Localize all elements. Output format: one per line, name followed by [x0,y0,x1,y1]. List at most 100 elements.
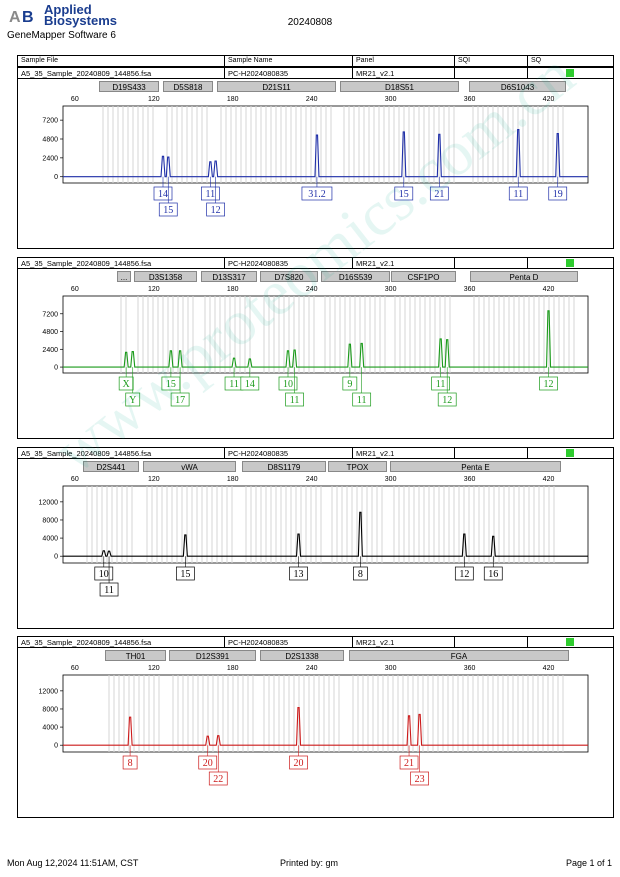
locus-marker[interactable]: D16S539 [321,271,390,282]
allele-call-box [399,755,419,770]
allele-call-box [176,566,195,581]
col-sq: SQ [531,57,542,64]
page-number: Page 1 of 1 [566,858,613,868]
allele-call-box [437,392,457,407]
sq-status-indicator [566,69,574,77]
sample-panel: A5_35_Sample_20240809_144856.fsa PC-H2024… [17,257,614,439]
sq-status-indicator [566,449,574,457]
allele-call-box [201,186,220,201]
allele-call-label: 9 [347,379,352,390]
allele-call-label: 20 [203,758,213,769]
allele-call-label: 12 [211,205,221,216]
allele-call-box [483,566,503,581]
allele-call-label: 14 [158,189,168,200]
y-tick-label: 0 [54,743,58,750]
allele-call-box [122,755,138,770]
locus-marker[interactable]: D3S1358 [134,271,197,282]
software-name: GeneMapper Software 6 [7,30,116,41]
x-tick-label: 180 [226,665,239,672]
locus-marker[interactable]: FGA [349,650,569,661]
locus-marker[interactable]: Penta D [470,271,578,282]
allele-call-label: 21 [434,189,444,200]
allele-call-label: 11 [290,395,300,406]
sample-info-row: A5_35_Sample_20240809_144856.fsa PC-H2024… [18,258,613,269]
locus-marker[interactable]: D18S51 [340,81,459,92]
locus-marker[interactable]: D2S441 [83,461,139,472]
locus-marker[interactable]: D19S433 [99,81,159,92]
x-tick-label: 240 [305,476,318,483]
electropherogram-plot: 0 2400 4800 7200 XY 15 17 11 14 10 11 9 11 11 12 12 [42,295,589,407]
allele-call-label: 12 [442,395,452,406]
allele-call-box [508,186,528,201]
locus-marker[interactable]: D2S1338 [260,650,344,661]
col-panel: Panel [356,57,374,64]
signal-trace [63,707,588,746]
locus-marker[interactable]: ... [117,271,131,282]
sq-status-indicator [566,259,574,267]
allele-call-box [206,202,225,217]
allele-call-label: 17 [175,395,185,406]
company-line2: Biosystems [44,13,117,28]
allele-call-box [352,392,372,407]
allele-call-label: 10 [99,569,109,580]
allele-call-box [285,392,304,407]
x-tick-label: 240 [305,96,318,103]
allele-call-label: 11 [436,379,446,390]
report-date-title: 20240808 [287,17,333,28]
x-tick-label: 180 [226,96,239,103]
sample-file-name: A5_35_Sample_20240809_144856.fsa [21,69,152,78]
locus-marker[interactable]: D12S391 [169,650,256,661]
locus-marker[interactable]: vWA [143,461,236,472]
sample-info-row: A5_35_Sample_20240809_144856.fsa PC-H2024… [18,637,613,648]
x-tick-label: 60 [70,286,79,293]
locus-marker[interactable]: D13S317 [201,271,257,282]
sample-panel: A5_35_Sample_20240809_144856.fsa PC-H2024… [17,636,614,818]
x-tick-label: 180 [226,286,239,293]
locus-marker[interactable]: Penta E [390,461,561,472]
allele-call-box [410,771,429,786]
allele-call-box [99,582,119,597]
allele-call-label: 8 [128,758,133,769]
locus-marker[interactable]: D21S11 [217,81,336,92]
allele-call-label: 22 [213,774,223,785]
allele-call-label: 12 [459,569,469,580]
allele-call-box [454,566,474,581]
plot-frame [62,674,589,753]
svg-text:A: A [9,9,21,25]
allele-call-box [539,376,558,391]
allele-call-box [429,186,449,201]
y-tick-label: 0 [54,365,58,372]
locus-marker[interactable]: D7S820 [260,271,318,282]
sample-panel: A5_35_Sample_20240809_144856.fsa PC-H2024… [17,447,614,629]
plot-frame [62,485,589,564]
locus-marker[interactable]: CSF1PO [391,271,456,282]
y-tick-label: 2400 [42,347,58,354]
locus-marker[interactable]: D6S1043 [469,81,566,92]
allele-call-box [208,771,228,786]
col-sqi: SQI [458,57,471,64]
allele-call-label: 13 [294,569,304,580]
locus-marker[interactable]: TH01 [105,650,166,661]
allele-call-label: 11 [206,189,216,200]
x-tick-label: 420 [542,476,555,483]
x-tick-label: 60 [70,665,79,672]
y-tick-label: 8000 [42,706,58,713]
x-tick-label: 300 [384,476,397,483]
allele-call-box [198,755,218,770]
panel-name: MR21_v2.1 [356,449,395,458]
svg-text:B: B [22,9,34,25]
locus-marker[interactable]: D5S818 [163,81,213,92]
sample-name: PC-H2024080835 [228,69,289,78]
allele-call-label: 11 [357,395,367,406]
locus-marker[interactable]: D8S1179 [242,461,326,472]
x-tick-label: 360 [463,96,476,103]
allele-call-label: 15 [163,205,173,216]
x-tick-label: 60 [70,476,79,483]
x-tick-label: 240 [305,665,318,672]
sample-info-row: A5_35_Sample_20240809_144856.fsa PC-H2024… [18,68,613,79]
sample-panel: A5_35_Sample_20240809_144856.fsa PC-H2024… [17,67,614,249]
allele-call-label: 11 [229,379,239,390]
allele-call-box [278,376,298,391]
locus-marker[interactable]: TPOX [328,461,387,472]
allele-call-box [170,392,190,407]
